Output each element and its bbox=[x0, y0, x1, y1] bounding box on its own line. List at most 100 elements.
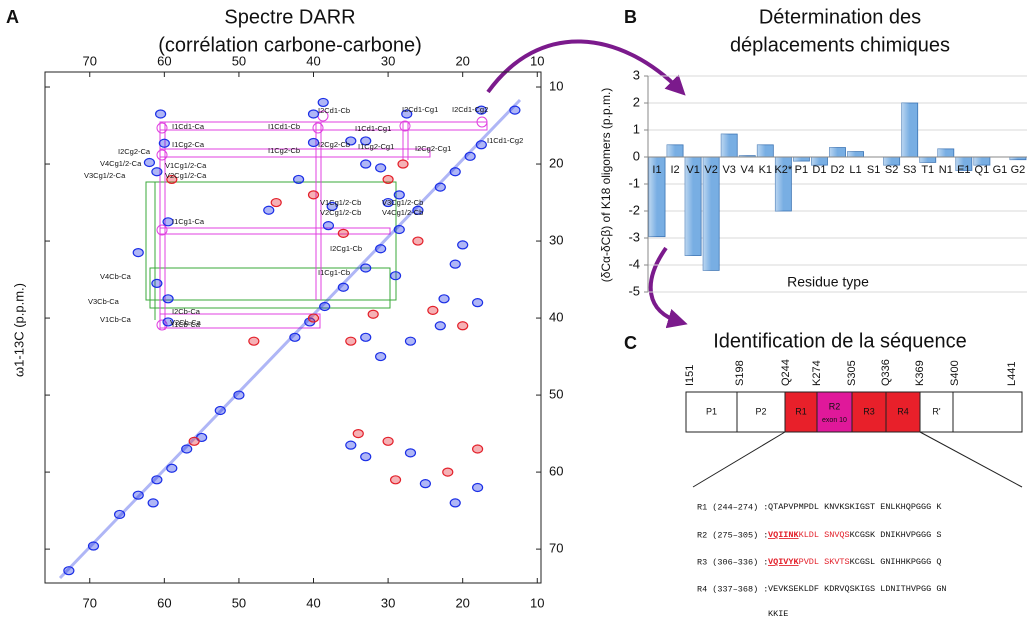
peak-label: I2Cd1-Cb bbox=[318, 106, 350, 115]
row-label: R1 (244–274) : bbox=[697, 502, 768, 512]
peak bbox=[375, 163, 387, 173]
sequence-part: KCGSL GNIHHKPGGG Q bbox=[850, 557, 942, 567]
sequence-part: KCGSK DNIKHVPGGG S bbox=[850, 530, 942, 540]
peak bbox=[475, 140, 487, 150]
peak-circle bbox=[156, 224, 168, 236]
peak bbox=[427, 305, 439, 315]
peak bbox=[412, 236, 424, 246]
connection-box bbox=[145, 181, 397, 301]
connection-box bbox=[159, 227, 391, 235]
y-tick-label: -3 bbox=[628, 229, 640, 244]
x-tick-label: Q1 bbox=[975, 164, 990, 176]
x-tick-label: 70 bbox=[83, 53, 97, 68]
peak-label: I1Cg1-Cb bbox=[318, 268, 350, 277]
peak bbox=[457, 321, 469, 331]
chart-subtitle: déplacements chimiques bbox=[730, 34, 950, 56]
peak bbox=[151, 278, 163, 289]
plot-frame bbox=[44, 71, 542, 584]
x-tick-label: 30 bbox=[381, 595, 395, 610]
bar-shine bbox=[955, 157, 964, 171]
peak bbox=[360, 159, 372, 169]
x-tick-label: D2 bbox=[830, 164, 844, 176]
x-tick-label: 30 bbox=[381, 53, 395, 68]
peak bbox=[345, 136, 357, 146]
sequence-part: VEVKSEKLDF KDRVQSKIGS LDNITHVPGG GN bbox=[768, 584, 947, 594]
y-tick-label: -4 bbox=[628, 256, 640, 271]
peak-label: I2Cd1-Cg1 bbox=[402, 105, 438, 114]
domain-label: R1 bbox=[795, 406, 807, 416]
peak-label: I1Cd1-Cg1 bbox=[355, 124, 391, 133]
peak bbox=[397, 159, 409, 169]
sequence-part: KKIE bbox=[768, 609, 788, 619]
peak bbox=[162, 294, 174, 304]
peak bbox=[449, 259, 461, 269]
x-tick-label: 60 bbox=[157, 595, 171, 610]
peak bbox=[434, 321, 446, 331]
residue-label: K369 bbox=[914, 360, 926, 386]
peak bbox=[457, 240, 469, 250]
y-tick-label: 1 bbox=[633, 121, 640, 136]
bar-shine bbox=[775, 157, 784, 211]
y-tick-label: 60 bbox=[549, 464, 563, 479]
peak bbox=[412, 205, 424, 215]
y-tick-label: -2 bbox=[628, 202, 640, 217]
domain-box bbox=[736, 391, 786, 433]
peak bbox=[289, 332, 301, 342]
peak-label: I1Cb-Ca bbox=[172, 320, 201, 329]
peak-label: V4Cb-Ca bbox=[100, 272, 132, 281]
peak bbox=[248, 336, 260, 346]
x-tick-label: 40 bbox=[306, 53, 320, 68]
peak bbox=[307, 109, 320, 119]
bar-shine bbox=[793, 157, 802, 162]
y-tick-label: 0 bbox=[633, 148, 640, 163]
peak bbox=[442, 467, 454, 477]
y-tick-label: 40 bbox=[549, 310, 563, 325]
peak-label: V3Cg1/2-Ca bbox=[84, 171, 126, 180]
residue-label: S305 bbox=[846, 360, 858, 386]
residue-label: S400 bbox=[949, 360, 961, 386]
peak bbox=[449, 167, 461, 177]
row-label: R2 (275–305) : bbox=[697, 530, 768, 540]
peak bbox=[360, 263, 372, 273]
x-tick-label: D1 bbox=[812, 164, 826, 176]
domain-note: exon 10 bbox=[822, 417, 847, 424]
bar-shine bbox=[973, 157, 982, 166]
x-tick-label: I2 bbox=[670, 164, 679, 176]
peak bbox=[307, 137, 320, 148]
peak bbox=[449, 498, 461, 508]
peak bbox=[326, 201, 338, 211]
peak-label: V4Cg1/2-Ca bbox=[100, 159, 142, 168]
peak bbox=[475, 105, 487, 115]
x-tick-label: P1 bbox=[795, 164, 808, 176]
peak bbox=[263, 205, 275, 215]
x-tick-label: S1 bbox=[867, 164, 880, 176]
peak-label: I1Cg2-Cg1 bbox=[358, 142, 394, 151]
domain-label: R2 bbox=[829, 401, 841, 411]
x-tick-label: V4 bbox=[741, 164, 754, 176]
peak-label: I1Cg2-Ca bbox=[172, 140, 205, 149]
zoom-line bbox=[919, 431, 1023, 488]
peak bbox=[360, 332, 372, 342]
x-tick-label: 50 bbox=[232, 53, 246, 68]
x-tick-label: K2* bbox=[774, 164, 792, 176]
domain-box bbox=[919, 391, 954, 433]
peak bbox=[464, 151, 476, 161]
peak bbox=[147, 498, 159, 508]
domain-box bbox=[816, 391, 853, 433]
residue-label: I151 bbox=[684, 365, 696, 386]
x-tick-label: I1 bbox=[652, 164, 661, 176]
connection-box bbox=[149, 267, 391, 309]
y-tick-label: -1 bbox=[628, 175, 640, 190]
peak bbox=[472, 482, 484, 493]
x-tick-label: G2 bbox=[1011, 164, 1026, 176]
peak bbox=[360, 136, 372, 146]
peak bbox=[401, 109, 413, 119]
peak bbox=[375, 244, 387, 254]
peak bbox=[155, 109, 167, 119]
peak-circle bbox=[156, 122, 168, 134]
domain-label: R' bbox=[932, 406, 940, 416]
sequence-part: VQIVYK bbox=[768, 557, 800, 567]
peak bbox=[132, 248, 144, 258]
peak bbox=[166, 463, 178, 473]
peak-label: V1Cg1/2-Cb bbox=[320, 198, 361, 207]
